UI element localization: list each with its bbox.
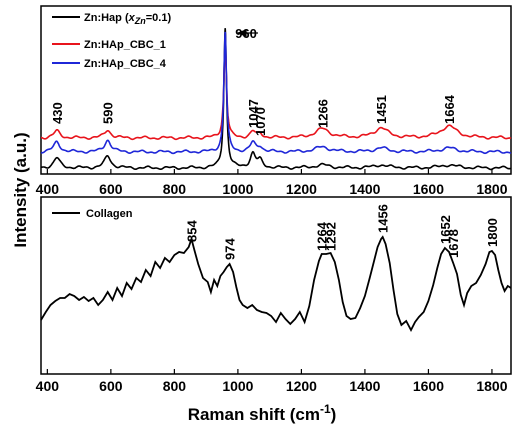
series-line-zn-hap [40, 28, 511, 171]
series-line-collagen [40, 235, 512, 332]
bottom-xtick-label-1800: 1800 [476, 378, 507, 394]
top-xtick-label-1800: 1800 [476, 181, 507, 197]
bottom-xtick-label-600: 600 [99, 378, 123, 394]
peak-label-1264: 1264 [315, 221, 330, 251]
bottom-xtick-label-1600: 1600 [413, 378, 444, 394]
bottom-panel-frame [40, 196, 512, 375]
top-xtick-label-1600: 1600 [413, 181, 444, 197]
peak-label-1456: 1456 [376, 204, 391, 233]
peak-label-1070: 1070 [253, 107, 268, 136]
bottom-panel-series [40, 235, 512, 332]
peak-label-1652: 1652 [438, 215, 453, 244]
top-xtick-label-1200: 1200 [286, 181, 317, 197]
peak-label-1800: 1800 [485, 218, 500, 247]
axis-ticks: 400 400 600 600 800 800 1000 1000 1200 1200 1400 14… [36, 169, 508, 394]
top-xtick-label-600: 600 [99, 181, 123, 197]
peak-label-1292: 1292 [324, 222, 339, 251]
peak-label-1266: 1266 [315, 99, 330, 128]
bottom-xtick-label-1400: 1400 [349, 378, 380, 394]
peak-label-590: 590 [101, 102, 116, 124]
legend-label-cbc-4: Zn:HAp_CBC_4 [84, 58, 167, 70]
series-line-zn-hap-cbc-1 [41, 43, 512, 141]
peak-label-1047: 1047 [246, 99, 261, 128]
peak-label-854: 854 [185, 220, 200, 242]
peak-960-arrow [236, 29, 258, 37]
legend-label-collagen: Collagen [86, 208, 133, 220]
top-xtick-label-1000: 1000 [222, 181, 253, 197]
y-axis-title: Intensity (a.u.) [11, 132, 30, 247]
peak-label-1664: 1664 [442, 94, 457, 124]
peak-label-974: 974 [223, 238, 238, 260]
top-xtick-label-1400: 1400 [349, 181, 380, 197]
peak-annotations: 4305909601047107012661451166485497412641… [50, 26, 500, 260]
top-panel-frame [40, 5, 512, 175]
peak-label-430: 430 [50, 102, 65, 124]
series-line-zn-hap-cbc-4 [40, 31, 512, 155]
top-xtick-label-400: 400 [36, 181, 60, 197]
top-legend: Zn:Hap (xZn=0.1) Zn:HAp_CBC_1 Zn:HAp_CBC… [52, 12, 171, 70]
top-xtick-label-800: 800 [163, 181, 187, 197]
bottom-legend: Collagen [52, 208, 133, 220]
x-axis-title: Raman shift (cm-1) [188, 402, 337, 424]
peak-label-1451: 1451 [374, 95, 389, 124]
bottom-xtick-label-1200: 1200 [286, 378, 317, 394]
legend-label-cbc-1: Zn:HAp_CBC_1 [84, 39, 166, 51]
bottom-xtick-label-1000: 1000 [222, 378, 253, 394]
legend-label-zn-hap: Zn:Hap (xZn=0.1) [84, 12, 171, 26]
bottom-xtick-label-400: 400 [36, 378, 60, 394]
bottom-xtick-label-800: 800 [163, 378, 187, 394]
peak-label-1678: 1678 [446, 229, 461, 258]
top-panel-series [40, 28, 512, 171]
